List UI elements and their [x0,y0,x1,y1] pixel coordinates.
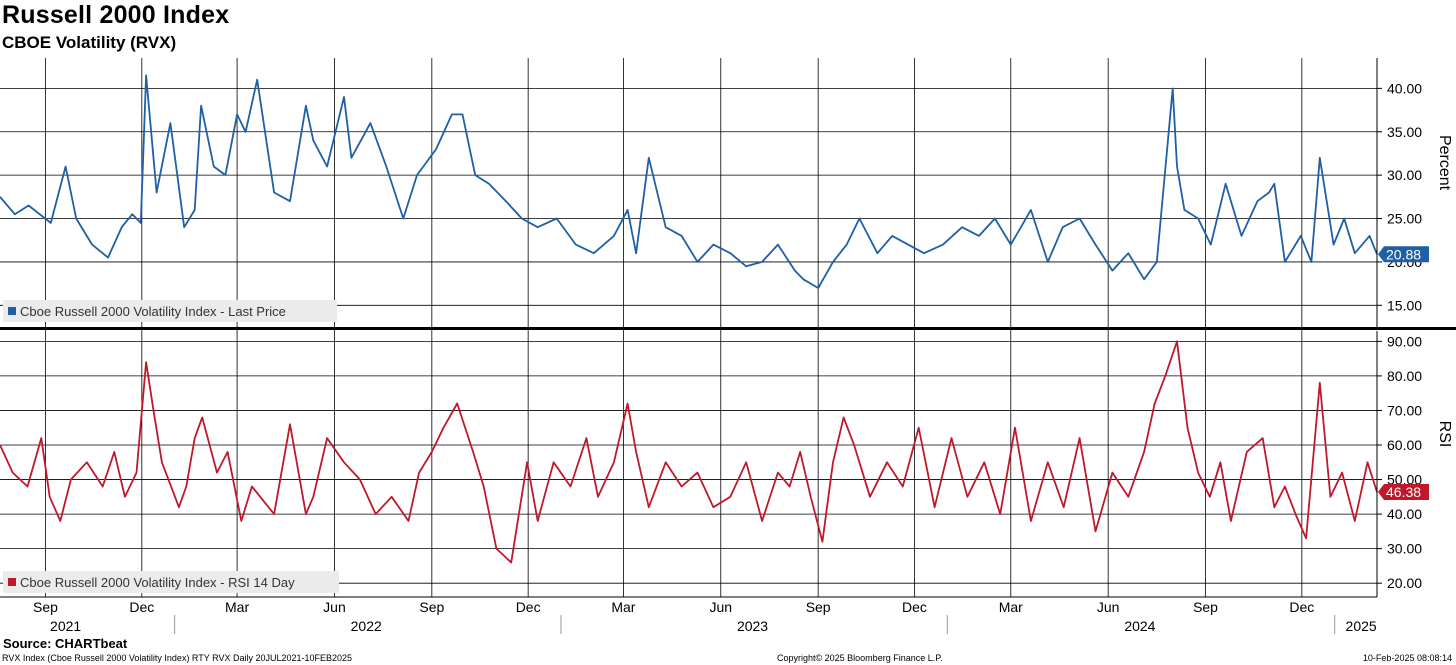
y-tick-label: 15.00 [1387,297,1422,313]
last-value-tag-bg [1378,246,1429,263]
x-month-label: Mar [999,599,1023,615]
price-last-value-tag: 20.88 [1378,246,1429,263]
legend-bg [3,571,339,593]
source-label: Source: CHARTbeat [3,636,128,651]
legend-swatch [8,307,16,315]
y-tick-label: 20.00 [1387,575,1422,591]
x-year-label: 2022 [351,618,382,634]
rsi-last-value-tag: 46.38 [1378,484,1429,501]
x-month-label: Dec [902,599,927,615]
y-tick-label: 40.00 [1387,506,1422,522]
last-value-tag-bg [1378,484,1429,501]
legend-swatch [8,578,16,586]
rsi-legend: Cboe Russell 2000 Volatility Index - RSI… [3,571,339,593]
y-tick-label: 50.00 [1387,472,1422,488]
chart-subtitle: CBOE Volatility (RVX) [2,33,177,52]
x-month-label: Sep [1193,599,1218,615]
rsi-panel-gridlines [0,340,1377,584]
legend-bg [3,300,337,322]
y-tick-label: 35.00 [1387,124,1422,140]
x-month-label: Dec [1289,599,1314,615]
y-tick-label: 70.00 [1387,402,1422,418]
price-legend: Cboe Russell 2000 Volatility Index - Las… [3,300,337,322]
x-month-label: Dec [516,599,541,615]
x-month-label: Sep [33,599,58,615]
legend-text: Cboe Russell 2000 Volatility Index - Las… [20,304,286,319]
chart-title: Russell 2000 Index [2,1,230,29]
x-month-label: Jun [1097,599,1120,615]
x-year-label: 2024 [1124,618,1155,634]
x-month-label: Sep [806,599,831,615]
y-tick-label: 25.00 [1387,211,1422,227]
axis-labels: 15.00 20.00 25.00 30.00 35.00 40.00 20.88 Perce… [3,80,1453,634]
y-tick-label: 30.00 [1387,167,1422,183]
x-month-label: Sep [419,599,444,615]
x-month-label: Mar [225,599,249,615]
last-value-label: 46.38 [1386,484,1421,500]
x-year-label: 2021 [50,618,81,634]
timestamp: 10-Feb-2025 08:08:14 [1362,653,1452,663]
y-tick-label: 40.00 [1387,80,1422,96]
price-panel-gridlines [0,87,1377,306]
rsi-series-line [0,340,1378,564]
x-year-label: 2023 [737,618,768,634]
copyright: Copyright© 2025 Bloomberg Finance L.P. [777,653,943,663]
x-month-label: Mar [611,599,635,615]
y-axis-label-percent: Percent [1436,135,1453,191]
series-lines [0,74,1378,564]
x-month-label: Dec [129,599,154,615]
ticker-info: RVX Index (Cboe Russell 2000 Volatility … [2,653,353,663]
y-tick-label: 60.00 [1387,437,1422,453]
last-value-label: 20.88 [1386,246,1421,262]
y-tick-label: 90.00 [1387,333,1422,349]
x-month-label: Jun [323,599,346,615]
y-tick-label: 30.00 [1387,541,1422,557]
axes [0,58,1456,634]
y-axis-label-rsi: RSI [1436,421,1453,448]
price-series-line [0,74,1378,289]
legend-text: Cboe Russell 2000 Volatility Index - RSI… [20,575,295,590]
x-year-label: 2025 [1346,618,1377,634]
x-month-label: Jun [709,599,732,615]
y-tick-label: 80.00 [1387,368,1422,384]
